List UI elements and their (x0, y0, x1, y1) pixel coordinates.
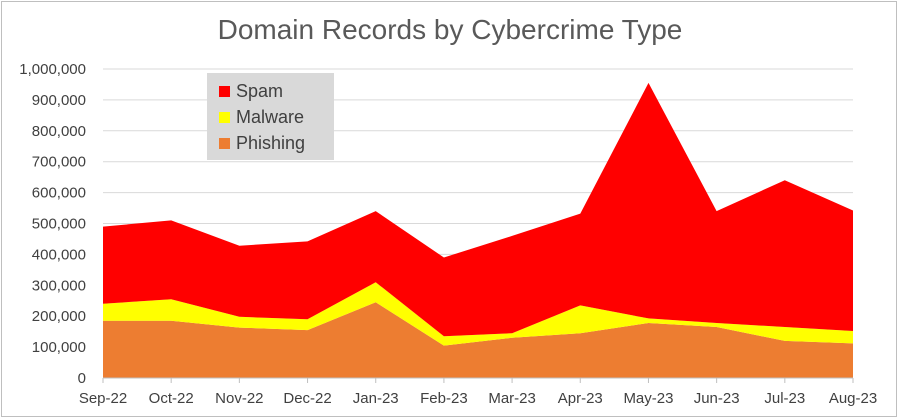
chart-title: Domain Records by Cybercrime Type (217, 14, 683, 45)
y-tick-label: 200,000 (32, 308, 86, 325)
area-phishing (103, 302, 853, 378)
area-spam (103, 82, 853, 337)
legend-swatch-phishing (219, 137, 230, 149)
chart-legend: Spam Malware Phishing (207, 73, 334, 160)
y-tick-label: 600,000 (32, 185, 86, 202)
legend-label-phishing: Phishing (236, 132, 306, 153)
y-tick-label: 400,000 (32, 246, 86, 263)
legend-item-spam: Spam (219, 80, 283, 102)
legend-label-spam: Spam (236, 80, 284, 101)
x-tick-label: Nov-22 (215, 390, 263, 407)
y-tick-label: 900,000 (32, 92, 86, 109)
x-tick-label: Mar-23 (488, 390, 536, 407)
legend-item-phishing: Phishing (219, 132, 305, 154)
x-tick-label: Aug-23 (829, 390, 877, 407)
legend-swatch-malware (219, 111, 230, 123)
y-tick-label: 1,000,000 (19, 61, 86, 78)
x-tick-label: Jun-23 (694, 390, 740, 407)
y-tick-label: 700,000 (32, 154, 86, 171)
area-malware (103, 282, 853, 346)
x-tick-label: Oct-22 (149, 390, 194, 407)
legend-item-malware: Malware (219, 106, 304, 128)
x-tick-label: Jul-23 (764, 390, 805, 407)
y-tick-label: 300,000 (32, 277, 86, 294)
x-tick-label: Apr-23 (558, 390, 603, 407)
legend-label-malware: Malware (236, 106, 305, 127)
y-tick-label: 100,000 (32, 339, 86, 356)
x-tick-label: Feb-23 (420, 390, 468, 407)
x-tick-label: Dec-22 (283, 390, 331, 407)
x-tick-label: Sep-22 (79, 390, 127, 407)
x-tick-label: May-23 (623, 390, 673, 407)
y-tick-label: 500,000 (32, 216, 86, 233)
y-tick-label: 0 (78, 370, 86, 387)
y-tick-label: 800,000 (32, 123, 86, 140)
x-tick-label: Jan-23 (353, 390, 399, 407)
legend-swatch-spam (219, 85, 230, 97)
